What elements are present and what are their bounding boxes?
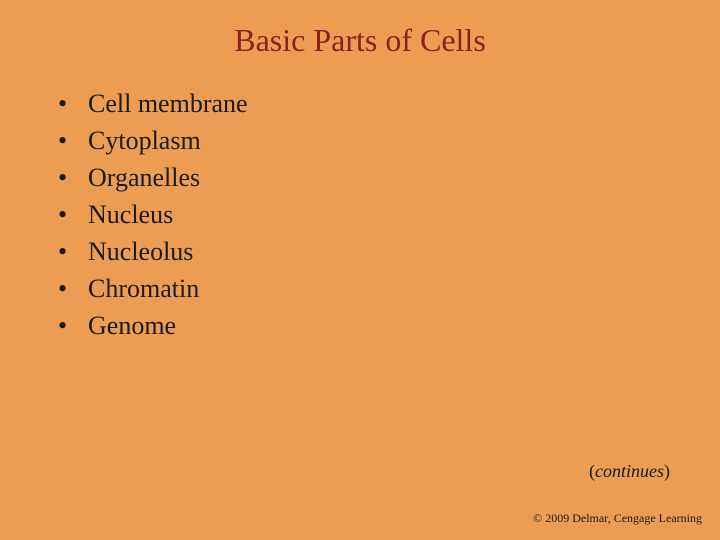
bullet-list: • Cell membrane • Cytoplasm • Organelles… <box>0 89 720 341</box>
list-item: • Genome <box>58 311 720 341</box>
bullet-marker: • <box>58 89 88 119</box>
bullet-text: Cell membrane <box>88 89 248 119</box>
bullet-marker: • <box>58 126 88 156</box>
slide-title: Basic Parts of Cells <box>0 0 720 89</box>
list-item: • Nucleolus <box>58 237 720 267</box>
bullet-marker: • <box>58 311 88 341</box>
list-item: • Chromatin <box>58 274 720 304</box>
bullet-marker: • <box>58 274 88 304</box>
copyright-text: © 2009 Delmar, Cengage Learning <box>533 511 702 526</box>
bullet-marker: • <box>58 163 88 193</box>
bullet-text: Cytoplasm <box>88 126 201 156</box>
continues-word: continues <box>595 461 664 481</box>
paren-close: ) <box>664 461 670 481</box>
list-item: • Cytoplasm <box>58 126 720 156</box>
bullet-text: Nucleolus <box>88 237 193 267</box>
bullet-text: Organelles <box>88 163 200 193</box>
bullet-marker: • <box>58 200 88 230</box>
bullet-text: Genome <box>88 311 176 341</box>
bullet-marker: • <box>58 237 88 267</box>
list-item: • Cell membrane <box>58 89 720 119</box>
list-item: • Organelles <box>58 163 720 193</box>
continues-indicator: (continues) <box>589 461 670 482</box>
bullet-text: Chromatin <box>88 274 199 304</box>
list-item: • Nucleus <box>58 200 720 230</box>
bullet-text: Nucleus <box>88 200 173 230</box>
